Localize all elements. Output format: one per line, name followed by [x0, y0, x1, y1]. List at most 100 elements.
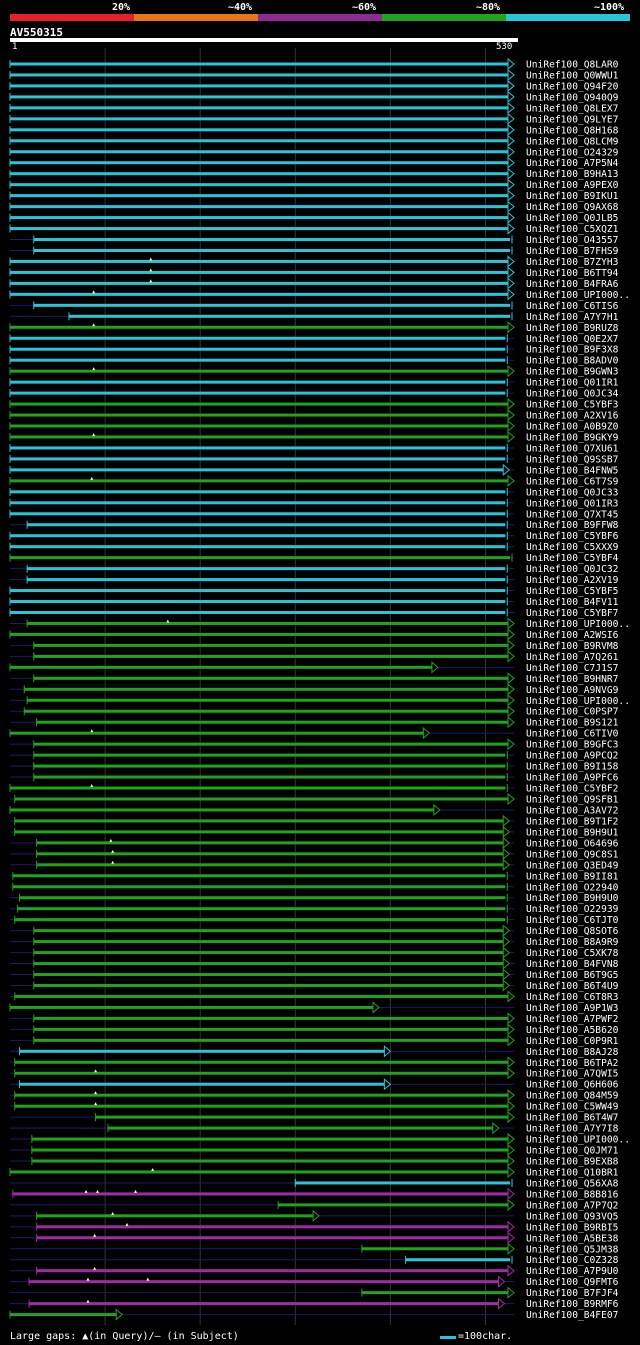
hit-aligned-bar — [10, 808, 436, 812]
hit-end-arrow — [507, 398, 515, 411]
hit-label: UniRef100_C5YBF6 — [526, 531, 619, 542]
hit-row: UniRef100_B6T9G5 — [10, 968, 618, 981]
hit-row: UniRef100_A7Y7H1 — [10, 312, 619, 323]
hit-label: UniRef100_Q0E2X7 — [526, 334, 619, 345]
hit-label: UniRef100_B9RBI5 — [526, 1222, 618, 1233]
hit-row: UniRef100_Q8SOT6 — [10, 924, 619, 937]
query-gap-marker — [134, 1189, 138, 1193]
hit-aligned-bar — [33, 1038, 510, 1042]
hit-row: UniRef100_B9RMF6 — [10, 1297, 619, 1310]
hit-label: UniRef100_C5YBF2 — [526, 784, 618, 795]
hit-end-arrow — [502, 935, 511, 948]
hit-row: UniRef100_C0P9R1 — [10, 1034, 619, 1047]
hit-row: UniRef100_C5XK78 — [10, 946, 619, 959]
query-gap-marker — [90, 729, 94, 733]
hit-row: UniRef100_C5YBF7 — [9, 608, 619, 619]
hit-label: UniRef100_B9II81 — [526, 871, 619, 882]
hit-label: UniRef100_Q9LYE7 — [526, 114, 619, 125]
hit-end-arrow — [422, 727, 431, 740]
hit-row: UniRef100_A7Q261 — [10, 650, 619, 663]
hit-end-arrow — [507, 288, 515, 301]
hit-label: UniRef100_Q0JC33 — [526, 487, 619, 498]
legend-label-80: ~80% — [476, 2, 501, 13]
hit-aligned-bar — [24, 709, 510, 713]
hit-row: UniRef100_B8A9R9 — [10, 935, 619, 948]
hit-label: UniRef100_C6TIS6 — [526, 301, 619, 312]
query-gap-marker — [146, 1277, 150, 1281]
hit-label: UniRef100_Q9C8S1 — [526, 849, 619, 860]
hit-end-arrow — [502, 814, 511, 827]
hit-row: UniRef100_Q8LEX7 — [9, 101, 619, 114]
hit-end-arrow — [502, 924, 511, 937]
hit-row: UniRef100_B9I158 — [10, 762, 619, 773]
hit-end-arrow — [502, 858, 511, 871]
hit-label: UniRef100_A2XV19 — [526, 575, 619, 586]
hit-row: UniRef100_UPI000.. — [10, 617, 630, 630]
hit-aligned-bar — [36, 1225, 511, 1229]
hit-end-arrow — [507, 474, 515, 487]
hit-label: UniRef100_B7FJF4 — [526, 1288, 619, 1299]
hit-label: UniRef100_Q94F20 — [526, 81, 619, 92]
hit-label: UniRef100_C5XXX9 — [526, 542, 619, 553]
hit-row: UniRef100_A0B9Z0 — [9, 419, 619, 433]
hit-row: UniRef100_B9GWN3 — [9, 365, 619, 378]
hit-row: UniRef100_UPI000.. — [10, 1132, 630, 1146]
hit-row: UniRef100_Q8LAR0 — [9, 57, 619, 71]
hit-label: UniRef100_UPI000.. — [526, 1135, 630, 1146]
hit-aligned-bar — [10, 600, 506, 604]
query-gap-marker — [94, 1091, 98, 1095]
hit-end-arrow — [507, 123, 515, 136]
legend-label-100: ~100% — [594, 2, 625, 13]
hit-aligned-bar — [12, 885, 506, 889]
hit-row: UniRef100_A9PFC6 — [10, 773, 619, 784]
hit-label: UniRef100_B9HNR7 — [526, 674, 619, 685]
hit-end-arrow — [507, 266, 515, 279]
hit-aligned-bar — [10, 556, 510, 560]
hit-aligned-bar — [19, 896, 506, 900]
hit-label: UniRef100_Q9SSB7 — [526, 454, 619, 465]
hit-aligned-bar — [33, 303, 510, 307]
hit-row: UniRef100_A2WSI6 — [9, 628, 619, 641]
hit-label: UniRef100_B8B816 — [526, 1189, 619, 1200]
hit-aligned-bar — [10, 259, 510, 263]
hit-label: UniRef100_Q84M59 — [526, 1091, 619, 1102]
hit-row: UniRef100_B9S121 — [10, 716, 619, 729]
hit-label: UniRef100_C5YBF7 — [526, 608, 619, 619]
hit-aligned-bar — [27, 523, 506, 527]
hit-label: UniRef100_C5WW49 — [526, 1102, 619, 1113]
hit-aligned-bar — [10, 62, 510, 66]
hit-end-arrow — [507, 1111, 515, 1124]
hit-label: UniRef100_B9GFC3 — [526, 740, 619, 751]
hit-end-arrow — [507, 628, 515, 641]
query-gap-marker — [149, 257, 153, 261]
hit-label: UniRef100_B4FNW5 — [526, 465, 618, 476]
hit-label: UniRef100_A9PFC6 — [526, 773, 619, 784]
hit-row: UniRef100_Q9FMT6 — [10, 1275, 619, 1288]
hit-label: UniRef100_Q8LAR0 — [526, 60, 619, 71]
hit-label: UniRef100_B9RVM8 — [526, 641, 619, 652]
query-gap-marker — [149, 279, 153, 283]
hit-label: UniRef100_B6TPA2 — [526, 1058, 618, 1069]
hit-label: UniRef100_C5XQZ1 — [526, 224, 619, 235]
hit-end-arrow — [507, 419, 515, 433]
hit-row: UniRef100_Q9AX68 — [9, 200, 619, 213]
hit-end-arrow — [507, 650, 515, 663]
hit-label: UniRef100_B9GWN3 — [526, 367, 619, 378]
hit-label: UniRef100_B9RUZ8 — [526, 323, 619, 334]
hit-aligned-bar — [33, 983, 506, 987]
hit-row: UniRef100_C6T8R3 — [10, 990, 619, 1003]
hit-label: UniRef100_B8AJ28 — [526, 1047, 619, 1058]
hit-label: UniRef100_A7Y7H1 — [526, 312, 619, 323]
hit-end-arrow — [507, 1023, 515, 1036]
hit-row: UniRef100_A2XV16 — [9, 408, 619, 422]
hit-label: UniRef100_B4FVN8 — [526, 959, 619, 970]
query-gap-marker — [111, 1211, 115, 1215]
hit-aligned-bar — [36, 720, 511, 724]
hit-row: UniRef100_Q9SSB7 — [9, 454, 619, 465]
hit-end-arrow — [507, 1100, 515, 1113]
hit-aligned-bar — [14, 819, 506, 823]
hit-aligned-bar — [14, 830, 506, 834]
hit-label: UniRef100_B9F3X8 — [526, 345, 619, 356]
hit-aligned-bar — [10, 150, 510, 154]
hit-end-arrow — [507, 145, 515, 158]
